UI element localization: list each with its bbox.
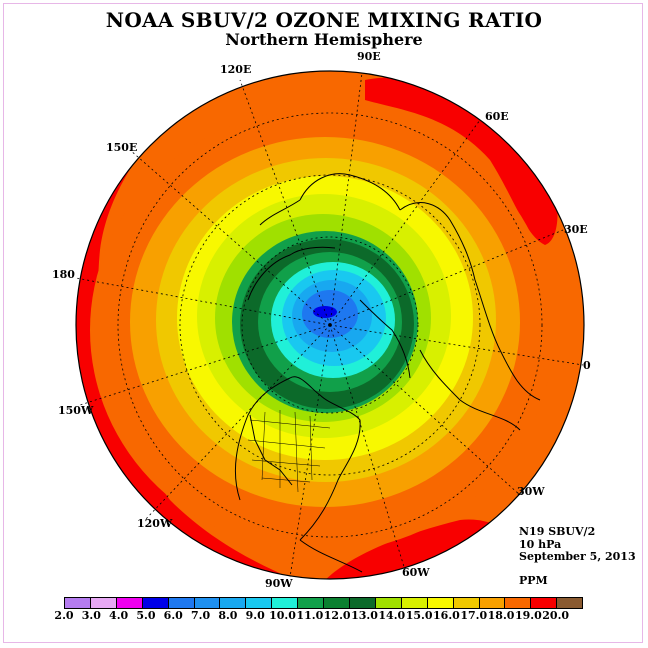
colorbar-tick-label: 12.0 (323, 609, 351, 622)
colorbar-swatch (557, 598, 583, 608)
colorbar-swatch (220, 598, 247, 608)
colorbar-tick-label: 6.0 (163, 609, 183, 622)
colorbar-tick-label: 20.0 (542, 609, 570, 622)
lon-label-120w: 120W (137, 517, 173, 530)
colorbar-swatch (168, 598, 195, 608)
units-label: PPM (519, 574, 548, 587)
colorbar-tick-label: 10.0 (269, 609, 296, 622)
colorbar-swatch (401, 598, 428, 608)
colorbar-swatch (246, 598, 273, 608)
map-border (75, 70, 585, 580)
colorbar (64, 597, 583, 609)
colorbar-swatch (531, 598, 558, 608)
colorbar-swatch (272, 598, 299, 608)
colorbar-tick-label: 16.0 (433, 609, 460, 622)
colorbar-swatch (116, 598, 143, 608)
colorbar-tick-label: 5.0 (136, 609, 156, 622)
instrument-label: N19 SBUV/2 (519, 525, 596, 538)
colorbar-tick-label: 7.0 (191, 609, 211, 622)
colorbar-swatch (479, 598, 506, 608)
colorbar-swatch (427, 598, 454, 608)
colorbar-tick-label: 18.0 (487, 609, 515, 622)
lon-label-150e: 150E (106, 141, 138, 154)
colorbar-swatch (142, 598, 169, 608)
map-info-block: N19 SBUV/2 10 hPa September 5, 2013 (519, 525, 636, 564)
figure-frame (3, 3, 643, 643)
lon-label-150w: 150W (58, 404, 94, 417)
colorbar-tick-label: 13.0 (351, 609, 378, 622)
lon-label-180: 180 (52, 268, 75, 281)
colorbar-tick-label: 3.0 (81, 609, 101, 622)
colorbar-tick-label: 15.0 (405, 609, 433, 622)
lon-label-30e: 30E (564, 223, 588, 236)
colorbar-swatch (90, 598, 117, 608)
us-state-borders (247, 410, 331, 493)
colorbar-tick-label: 17.0 (460, 609, 488, 622)
colorbar-swatch (349, 598, 376, 608)
lon-label-90w: 90W (265, 577, 293, 590)
colorbar-swatch (298, 598, 325, 608)
colorbar-tick-label: 8.0 (218, 609, 238, 622)
colorbar-swatch (453, 598, 480, 608)
coastlines (234, 173, 541, 573)
ozone-contour-field (76, 71, 584, 579)
map-subtitle: Northern Hemisphere (225, 30, 423, 49)
colorbar-swatch (65, 598, 91, 608)
colorbar-tick-label: 19.0 (514, 609, 542, 622)
colorbar-tick-label: 11.0 (296, 609, 324, 622)
lon-label-90e: 90E (357, 50, 381, 63)
date-label: September 5, 2013 (519, 550, 636, 563)
lon-label-0: 0 (583, 359, 591, 372)
pressure-level-label: 10 hPa (519, 537, 562, 551)
lon-label-30w: 30W (517, 485, 545, 498)
colorbar-swatch (505, 598, 532, 608)
colorbar-swatch (375, 598, 402, 608)
lon-label-120e: 120E (220, 63, 252, 76)
colorbar-tick-label: 9.0 (245, 609, 265, 622)
lon-label-60w: 60W (402, 566, 430, 579)
colorbar-tick-label: 2.0 (54, 609, 74, 622)
colorbar-tick-label: 4.0 (109, 609, 129, 622)
colorbar-tick-label: 14.0 (378, 609, 406, 622)
colorbar-swatch (194, 598, 221, 608)
map-title: NOAA SBUV/2 OZONE MIXING RATIO (105, 8, 543, 32)
lon-label-60e: 60E (485, 110, 509, 123)
colorbar-swatch (324, 598, 350, 608)
